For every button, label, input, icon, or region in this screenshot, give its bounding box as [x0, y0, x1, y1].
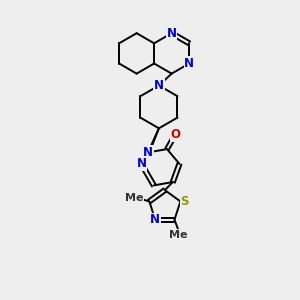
Text: O: O [170, 128, 180, 141]
Text: N: N [143, 146, 153, 159]
Text: N: N [184, 57, 194, 70]
Text: N: N [150, 213, 160, 226]
Text: N: N [167, 27, 177, 40]
Text: Me: Me [169, 230, 187, 240]
Text: N: N [136, 158, 146, 170]
Text: Me: Me [124, 194, 143, 203]
Text: S: S [181, 195, 189, 208]
Text: N: N [154, 79, 164, 92]
